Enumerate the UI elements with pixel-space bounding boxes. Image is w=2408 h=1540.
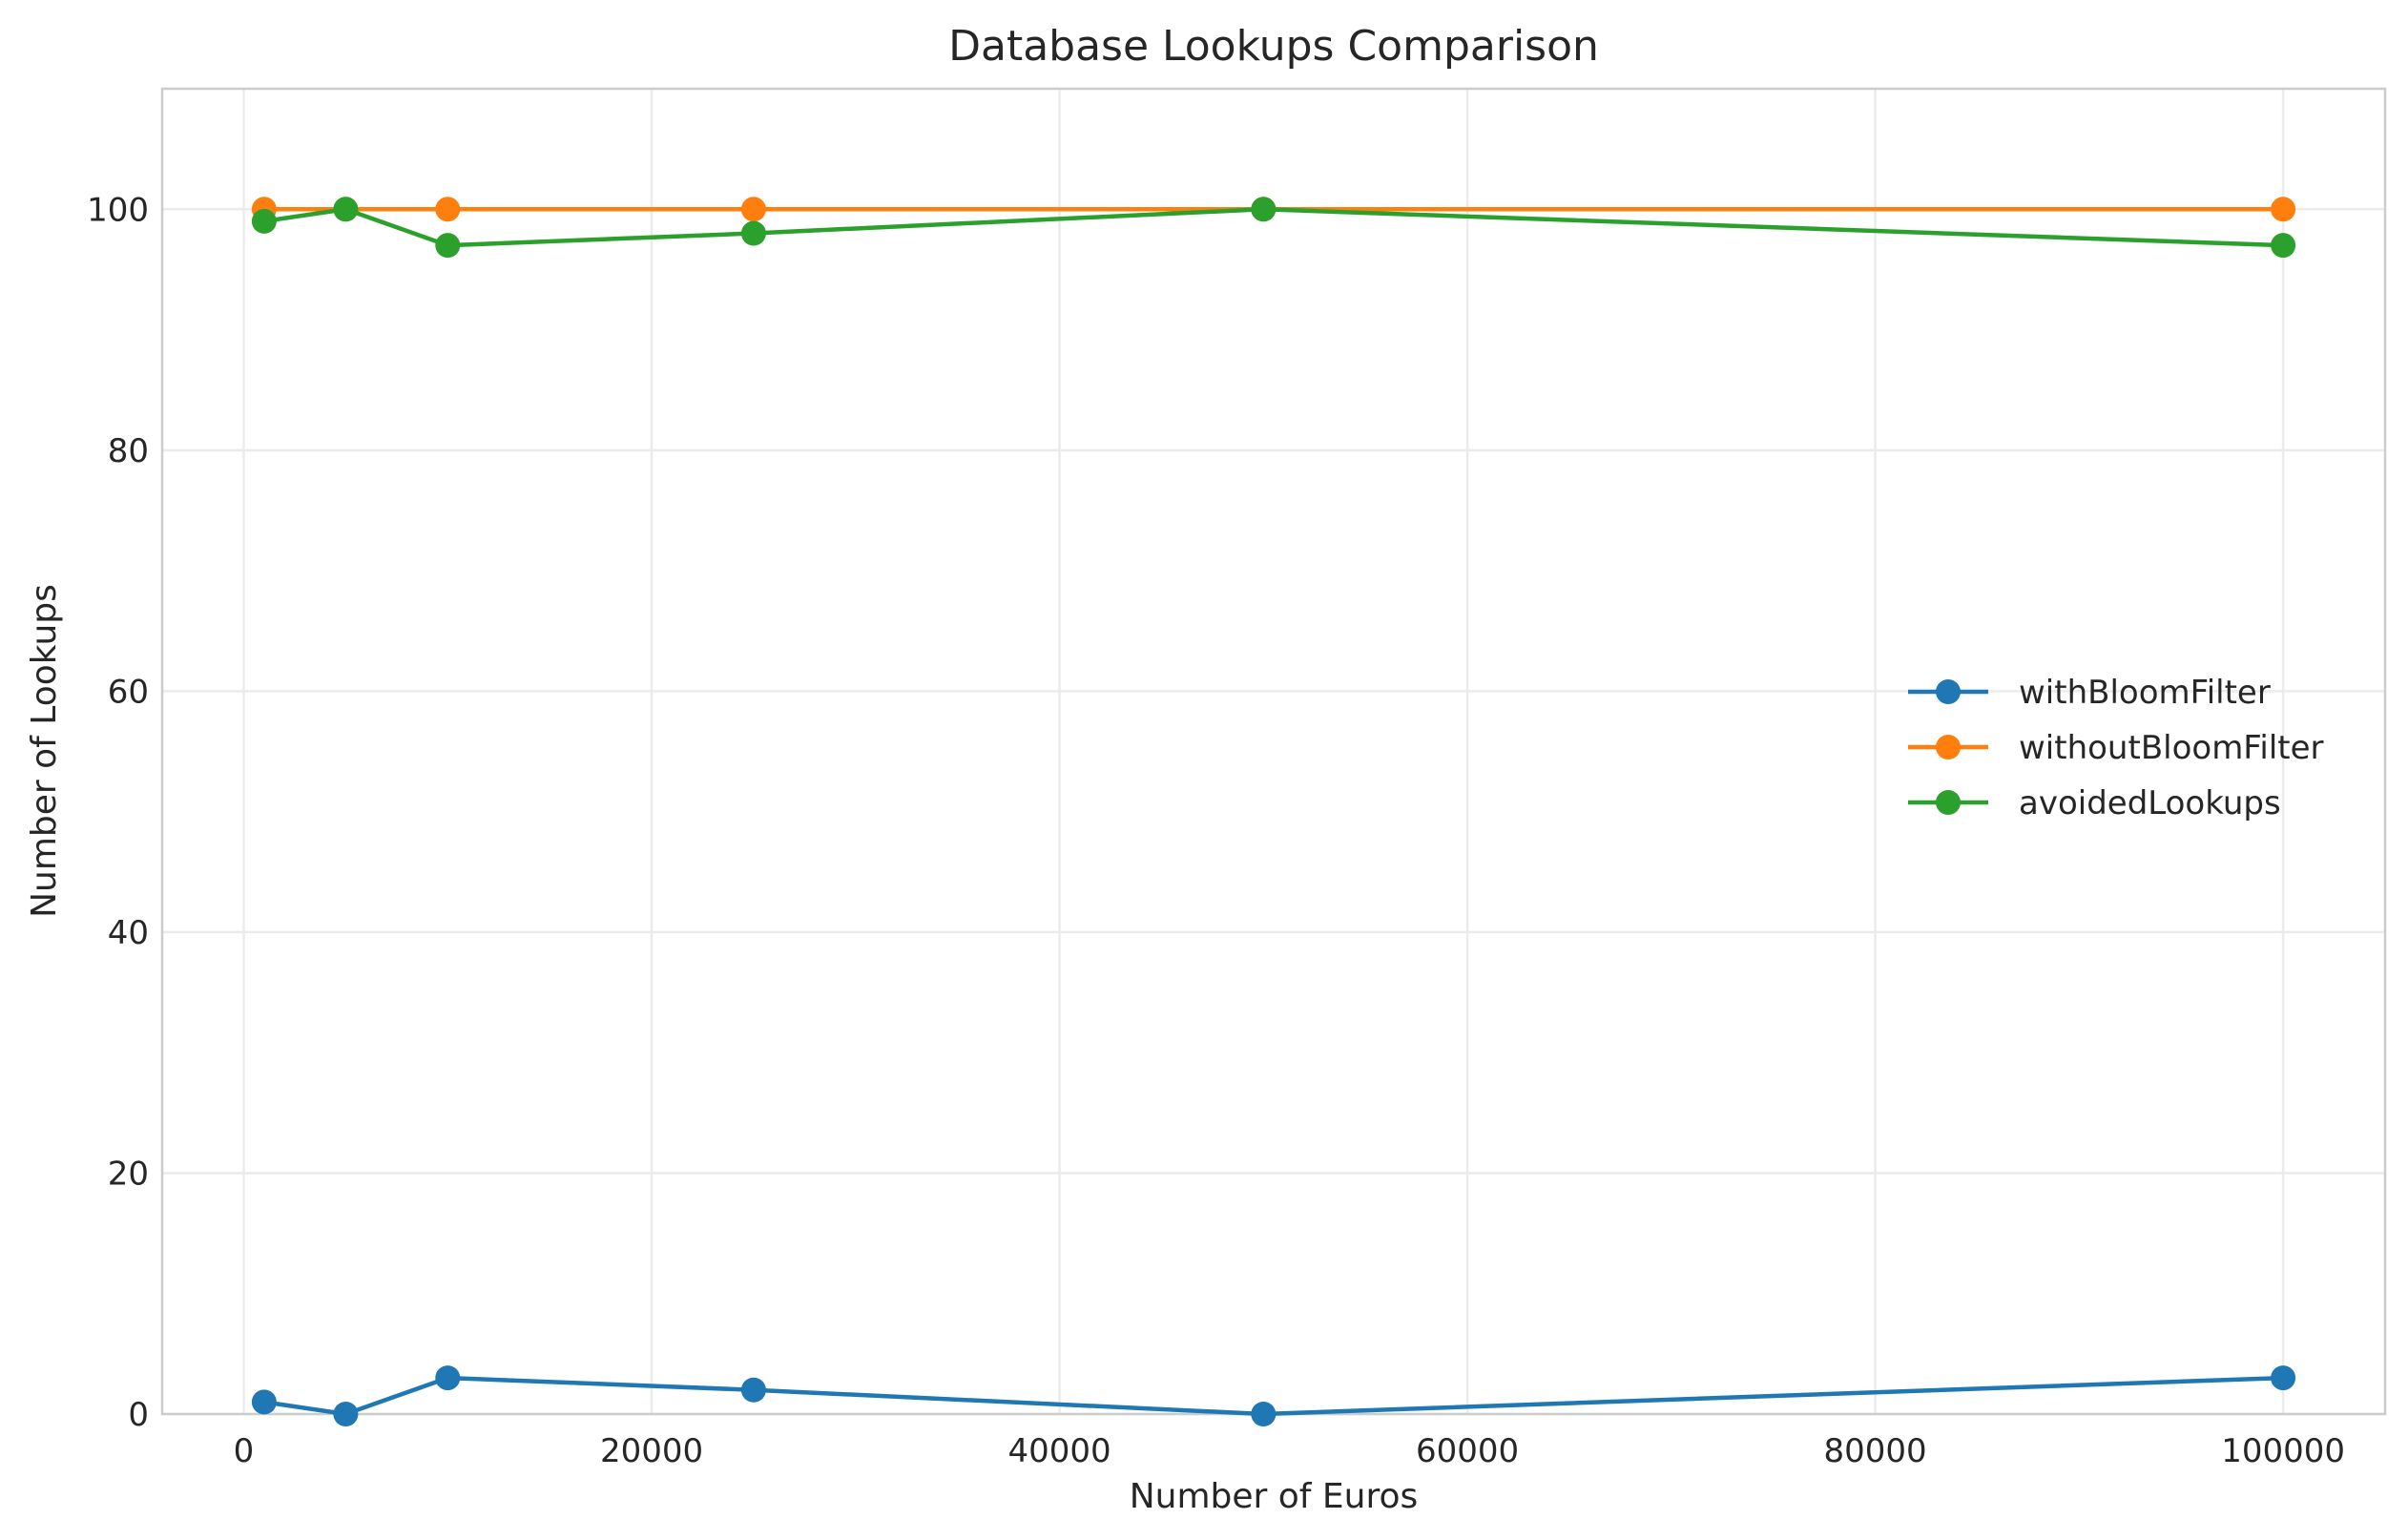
legend-marker <box>1936 790 1961 815</box>
x-tick-label: 20000 <box>600 1432 703 1470</box>
x-tick-label: 100000 <box>2221 1432 2345 1470</box>
data-point <box>2271 1365 2296 1391</box>
data-point <box>435 1365 461 1391</box>
legend-label: avoidedLookups <box>2019 784 2281 822</box>
data-point <box>251 1389 277 1415</box>
legend-label: withoutBloomFilter <box>2019 729 2324 767</box>
data-point <box>740 1377 766 1403</box>
x-tick-label: 60000 <box>1416 1432 1519 1470</box>
legend-item: withBloomFilter <box>1908 674 2271 712</box>
y-tick-labels: 0 20 40 60 80 100 <box>87 191 149 1434</box>
x-tick-label: 0 <box>234 1432 255 1470</box>
legend-marker <box>1936 735 1961 760</box>
y-tick-label: 60 <box>108 673 149 711</box>
chart-title: Database Lookups Comparison <box>948 22 1599 71</box>
y-tick-label: 80 <box>108 432 149 470</box>
data-point <box>740 197 766 222</box>
legend-item: withoutBloomFilter <box>1908 729 2324 767</box>
legend-marker <box>1936 679 1961 704</box>
data-point <box>1251 197 1277 222</box>
data-point <box>333 1402 359 1426</box>
series-avoidedLookups <box>251 197 2296 259</box>
legend-item: avoidedLookups <box>1908 784 2281 822</box>
series-withBloomFilter <box>251 1365 2296 1426</box>
x-tick-label: 40000 <box>1007 1432 1111 1470</box>
data-point <box>2271 197 2296 222</box>
series-line <box>263 1375 2284 1417</box>
data-point <box>435 197 461 222</box>
data-point <box>435 233 461 259</box>
y-axis-label: Number of Lookups <box>25 584 64 918</box>
data-point <box>2271 233 2296 259</box>
x-tick-label: 80000 <box>1824 1432 1927 1470</box>
data-point <box>333 197 359 222</box>
y-tick-label: 20 <box>108 1155 149 1193</box>
x-axis-label: Number of Euros <box>1130 1477 1419 1516</box>
series-layer <box>251 197 2296 1426</box>
y-tick-label: 40 <box>108 914 149 952</box>
data-point <box>251 208 277 234</box>
data-point <box>740 220 766 246</box>
x-tick-labels: 0 20000 40000 60000 80000 100000 <box>234 1432 2345 1470</box>
legend-label: withBloomFilter <box>2019 674 2271 712</box>
y-tick-label: 100 <box>87 191 149 229</box>
series-line <box>263 207 2284 248</box>
data-point <box>1251 1402 1277 1426</box>
y-tick-label: 0 <box>128 1396 149 1434</box>
legend: withBloomFilter withoutBloomFilter avoided… <box>1908 674 2324 822</box>
